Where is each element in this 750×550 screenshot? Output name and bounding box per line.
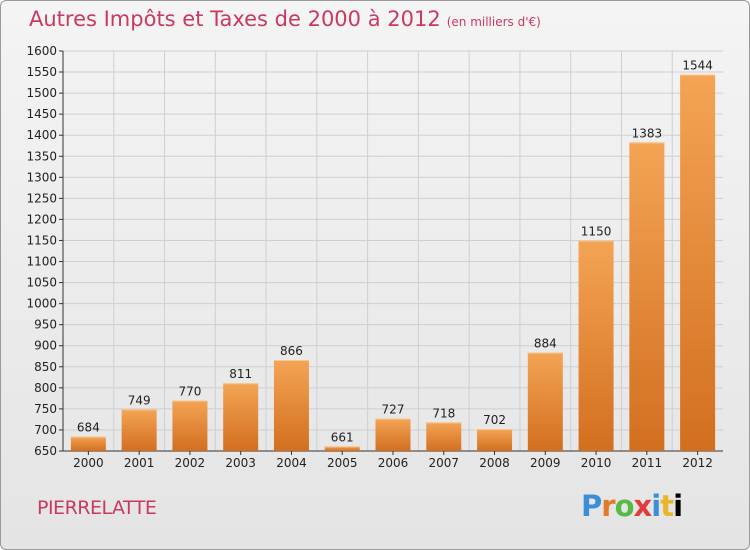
bars	[70, 74, 716, 452]
y-tick-label: 850	[34, 360, 57, 374]
logo-letter: i	[673, 489, 683, 523]
data-label: 1150	[581, 224, 612, 238]
chart-title-text: Autres Impôts et Taxes de 2000 à 2012	[29, 7, 441, 31]
bar	[680, 74, 716, 451]
bar	[121, 409, 157, 451]
x-tick-label: 2011	[632, 456, 663, 470]
x-tick-label: 2009	[530, 456, 561, 470]
data-label: 684	[77, 421, 100, 435]
city-name: PIERRELATTE	[37, 497, 157, 519]
y-tick-label: 1400	[26, 128, 57, 142]
y-tick-label: 1150	[26, 233, 57, 247]
bar	[477, 429, 513, 451]
y-tick-label: 1100	[26, 255, 57, 269]
x-tick-label: 2010	[581, 456, 612, 470]
bar	[70, 436, 106, 451]
chart-title: Autres Impôts et Taxes de 2000 à 2012 (en…	[29, 7, 541, 31]
y-tick-label: 1000	[26, 297, 57, 311]
bar	[324, 446, 360, 451]
data-label: 1544	[682, 59, 713, 73]
data-label: 727	[382, 403, 405, 417]
x-tick-label: 2002	[175, 456, 206, 470]
x-tick-label: 2007	[428, 456, 459, 470]
bar	[172, 400, 208, 451]
data-label: 884	[534, 336, 557, 350]
y-tick-label: 1300	[26, 170, 57, 184]
grid-lines	[63, 50, 723, 452]
bar	[629, 142, 665, 452]
x-tick-label: 2001	[124, 456, 155, 470]
chart-subtitle: (en milliers d'€)	[446, 15, 541, 29]
x-tick-label: 2005	[327, 456, 358, 470]
bar	[375, 418, 411, 451]
y-tick-label: 1050	[26, 276, 57, 290]
y-tick-label: 1200	[26, 212, 57, 226]
y-tick-label: 900	[34, 339, 57, 353]
logo-letter: o	[614, 489, 635, 523]
y-tick-label: 1350	[26, 149, 57, 163]
y-tick-label: 650	[34, 444, 57, 458]
bar	[426, 422, 462, 451]
x-tick-label: 2000	[73, 456, 104, 470]
data-label: 866	[280, 344, 303, 358]
proxiti-logo: Proxiti	[581, 489, 683, 523]
y-tick-label: 1550	[26, 65, 57, 79]
y-tick-label: 950	[34, 318, 57, 332]
bar	[273, 360, 309, 451]
y-tick-label: 800	[34, 381, 57, 395]
bar	[578, 240, 614, 451]
data-label: 1383	[632, 126, 663, 140]
y-tick-label: 1600	[26, 44, 57, 58]
x-tick-label: 2004	[276, 456, 307, 470]
data-label: 661	[331, 430, 354, 444]
data-label: 811	[229, 367, 252, 381]
logo-letter: P	[581, 489, 602, 523]
x-tick-label: 2012	[682, 456, 713, 470]
x-tick-label: 2006	[378, 456, 409, 470]
bar	[223, 383, 259, 451]
bar	[527, 352, 563, 451]
data-label: 749	[128, 393, 151, 407]
y-tick-label: 1250	[26, 191, 57, 205]
x-tick-label: 2003	[225, 456, 256, 470]
data-label: 718	[432, 406, 455, 420]
logo-letter: r	[601, 489, 615, 523]
x-tick-label: 2008	[479, 456, 510, 470]
data-label: 770	[178, 384, 201, 398]
logo-letter: i	[651, 489, 661, 523]
y-tick-label: 750	[34, 402, 57, 416]
y-tick-label: 700	[34, 423, 57, 437]
logo-letter: x	[633, 489, 653, 523]
logo-letter: t	[660, 489, 674, 523]
y-tick-label: 1500	[26, 86, 57, 100]
data-label: 702	[483, 413, 506, 427]
value-labels: 684 749 770 811 866 661 727 718 702 884 1150 1383 15…	[77, 59, 713, 445]
y-tick-label: 1450	[26, 107, 57, 121]
